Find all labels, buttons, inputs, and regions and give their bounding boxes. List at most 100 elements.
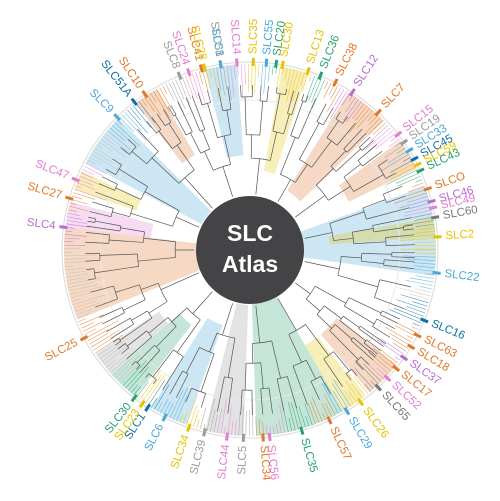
leaf-branch xyxy=(125,372,140,389)
tree-branch xyxy=(353,241,386,245)
tree-branch xyxy=(174,115,187,136)
tree-branch xyxy=(305,298,321,312)
tree-arc xyxy=(292,359,307,367)
tree-branch xyxy=(384,259,415,263)
tree-branch xyxy=(335,148,361,172)
tree-branch xyxy=(139,350,161,373)
leaf-branch xyxy=(408,185,425,193)
tree-arc xyxy=(246,362,261,364)
tree-branch xyxy=(99,253,138,256)
inner-guide-circle xyxy=(99,99,401,401)
leaf-branch xyxy=(245,410,247,436)
tree-branch xyxy=(131,361,137,366)
leaf-branch xyxy=(424,273,435,276)
leaf-branch xyxy=(93,337,114,351)
tree-branch xyxy=(323,358,343,387)
leaf-branch xyxy=(70,199,88,205)
leaf-branch xyxy=(209,68,212,78)
leaf-branch xyxy=(226,65,232,101)
leaf-branch xyxy=(67,212,80,216)
ring-circle xyxy=(61,61,439,439)
family-label: SLC12 xyxy=(352,53,381,89)
leaf-branch xyxy=(321,403,330,419)
leaf-branch xyxy=(397,175,421,187)
family-ring-tick xyxy=(144,403,152,412)
leaf-branch xyxy=(351,383,363,399)
leaf-branch xyxy=(405,279,433,286)
leaf-branch xyxy=(90,153,121,172)
tree-branch xyxy=(160,272,199,290)
family-label: SLC35 xyxy=(247,19,260,54)
tree-branch xyxy=(86,268,94,270)
tree-branch xyxy=(368,351,376,358)
tree-branch xyxy=(207,90,211,103)
tree-branch xyxy=(373,227,404,233)
leaf-branch xyxy=(308,76,319,101)
leaf-branch xyxy=(255,416,257,436)
tree-branch xyxy=(240,389,243,415)
leaf-branch xyxy=(70,202,77,205)
tree-branch xyxy=(209,332,218,353)
tree-branch xyxy=(114,340,121,346)
family-ring-tick xyxy=(413,161,422,168)
tree-branch xyxy=(119,317,153,341)
family-ring-tick xyxy=(235,58,239,67)
leaf-branch xyxy=(354,367,374,390)
leaf-branch xyxy=(185,75,193,96)
tree-branch xyxy=(110,323,134,339)
leaf-branch xyxy=(334,89,345,106)
leaf-branch xyxy=(75,308,92,316)
tree-branch xyxy=(285,89,288,95)
tree-branch xyxy=(151,157,180,184)
tree-branch xyxy=(277,179,292,202)
tree-branch xyxy=(366,339,381,351)
tree-branch xyxy=(369,350,377,357)
leaf-branch xyxy=(64,265,74,267)
family-ring-tick xyxy=(65,195,74,201)
leaf-branch xyxy=(230,64,235,98)
clade-wedge xyxy=(111,313,192,397)
tree-branch xyxy=(372,217,412,226)
tree-branch xyxy=(162,356,184,391)
leaf-branch xyxy=(291,402,300,430)
tree-arc xyxy=(173,114,177,117)
leaf-branch xyxy=(275,423,279,434)
leaf-branch xyxy=(368,119,384,135)
family-label: SLC58 xyxy=(208,21,225,58)
leaf-branch xyxy=(333,379,352,407)
tree-arc xyxy=(344,297,350,307)
leaf-branch xyxy=(278,420,282,434)
tree-branch xyxy=(345,373,352,381)
leaf-branch xyxy=(212,67,220,100)
leaf-branch xyxy=(385,326,412,343)
leaf-branch xyxy=(133,386,141,396)
tree-branch xyxy=(143,237,176,243)
tree-arc xyxy=(119,225,122,232)
leaf-branch xyxy=(202,70,209,92)
tree-branch xyxy=(403,224,414,227)
tree-branch xyxy=(333,237,354,241)
leaf-branch xyxy=(347,373,366,397)
tree-branch xyxy=(351,368,358,376)
leaf-branch xyxy=(163,401,171,415)
leaf-branch xyxy=(231,421,234,436)
leaf-branch xyxy=(65,227,75,229)
leaf-branch xyxy=(172,387,189,420)
tree-branch xyxy=(140,282,159,290)
leaf-branch xyxy=(172,80,186,110)
leaf-branch xyxy=(224,426,226,435)
tree-branch xyxy=(120,227,145,233)
leaf-branch xyxy=(414,241,436,244)
leaf-branch xyxy=(254,64,256,94)
leaf-branch xyxy=(402,234,436,238)
leaf-branch xyxy=(233,64,236,79)
tree-arc xyxy=(191,387,206,394)
center-title-line1: SLC xyxy=(227,220,273,246)
tree-branch xyxy=(355,361,364,371)
leaf-branch xyxy=(411,326,419,330)
leaf-branch xyxy=(192,409,200,428)
tree-arc xyxy=(383,259,385,266)
tree-arc xyxy=(217,134,231,138)
family-ring-tick xyxy=(356,397,365,407)
